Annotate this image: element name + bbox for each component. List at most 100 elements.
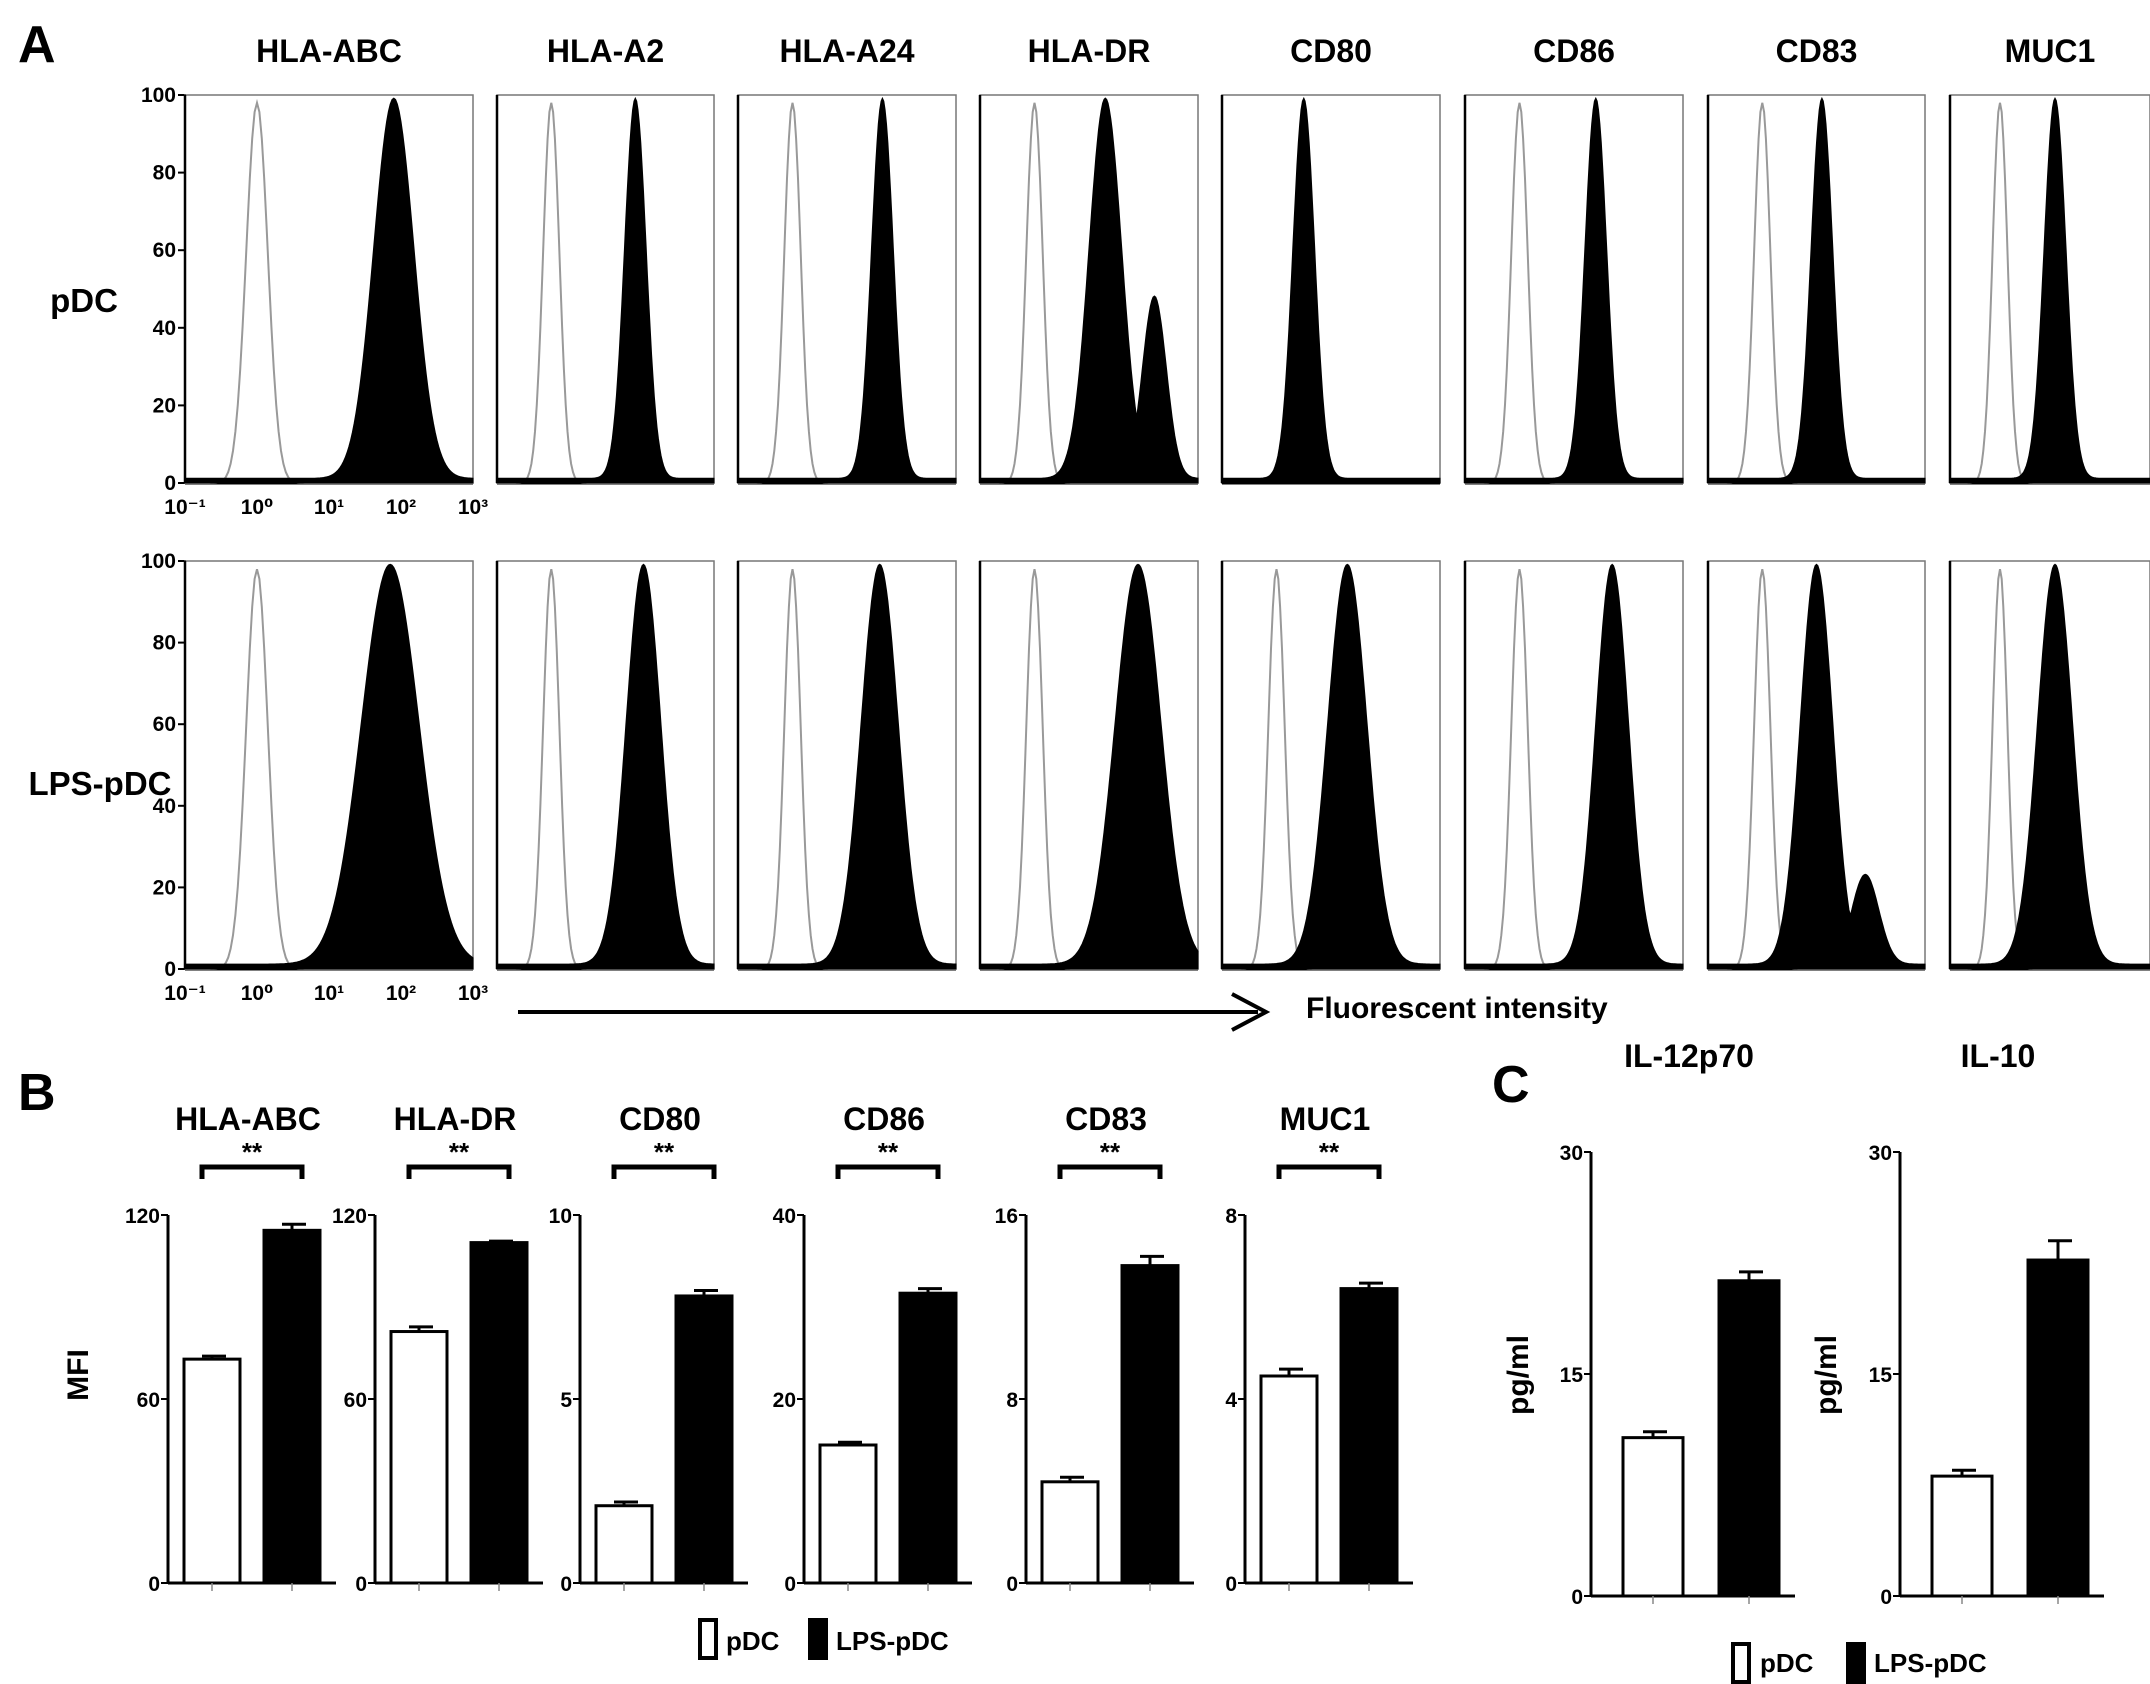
- significance-bracket-hla-dr: [406, 1164, 512, 1179]
- legend-label-lps-pdc: LPS-pDC: [836, 1626, 949, 1656]
- histogram-ytick: 0: [164, 958, 176, 981]
- bar-ytick: 0: [1880, 1586, 1892, 1609]
- row-label-pdc: pDC: [50, 282, 118, 319]
- c-y-axis-label: pg/ml: [1810, 1335, 1843, 1415]
- bar-lps-pdc-il-10: [2026, 1258, 2090, 1598]
- significance-marker-cd83: **: [1100, 1137, 1121, 1167]
- histogram-xtick: 10³: [458, 496, 488, 519]
- stained-histogram-lps-pdc-cd83: [1707, 563, 1926, 970]
- histogram-frame-lps-pdc-hla-a2: [496, 560, 715, 970]
- bar-pdc-hla-dr: [389, 1330, 449, 1585]
- bar-ytick: 10: [549, 1205, 572, 1228]
- histogram-xtick: 10²: [386, 496, 416, 519]
- bar-ytick: 0: [148, 1573, 160, 1596]
- histogram-title-cd86: CD86: [1533, 33, 1615, 69]
- histogram-xtick: 10¹: [314, 496, 344, 519]
- legend-label-lps-pdc: LPS-pDC: [1874, 1648, 1987, 1678]
- bar-pdc-il-10: [1930, 1474, 1994, 1598]
- panel-c: C IL-12p70 0 15 30 pg/ml IL-10 0 15 30 pg/ml pDC LPS…: [1492, 1038, 2104, 1684]
- histogram-xtick: 10¹: [314, 982, 344, 1005]
- histogram-frame-pdc-hla-a24: [737, 94, 957, 484]
- bar-title-cd83: CD83: [1065, 1101, 1147, 1137]
- histogram-title-hla-a2: HLA-A2: [547, 33, 664, 69]
- row-label-lps-pdc: LPS-pDC: [29, 765, 172, 802]
- bar-ytick: 0: [1006, 1573, 1018, 1596]
- bar-title-il-12p70: IL-12p70: [1624, 1038, 1754, 1074]
- bar-lps-pdc-cd86: [898, 1291, 958, 1585]
- stained-histogram-pdc-muc1: [1949, 96, 2150, 484]
- histogram-title-hla-a24: HLA-A24: [779, 33, 914, 69]
- histogram-frame-pdc-hla-a2: [496, 94, 715, 484]
- bar-ytick: 15: [1869, 1364, 1893, 1387]
- significance-marker-cd86: **: [878, 1137, 899, 1167]
- legend-label-pdc: pDC: [726, 1626, 780, 1656]
- bar-lps-pdc-hla-dr: [469, 1241, 529, 1585]
- significance-bracket-muc1: [1276, 1164, 1382, 1179]
- fluorescence-label: Fluorescent intensity: [1306, 992, 1608, 1025]
- bar-ytick: 16: [995, 1205, 1018, 1228]
- bar-pdc-muc1: [1259, 1374, 1319, 1585]
- bar-ytick: 4: [1225, 1389, 1237, 1412]
- significance-bracket-hla-abc: [199, 1164, 305, 1179]
- bar-ytick: 0: [560, 1573, 572, 1596]
- significance-marker-hla-abc: **: [242, 1137, 263, 1167]
- bar-ytick: 60: [344, 1389, 367, 1412]
- histogram-ytick: 80: [153, 632, 176, 655]
- stained-histogram-pdc-cd83: [1707, 96, 1926, 484]
- isotype-histogram-pdc-hla-a2: [497, 102, 714, 484]
- histogram-xtick: 10²: [386, 982, 416, 1005]
- panel-b: BMFIHLA-ABC060120**HLA-DR060120**CD80051…: [18, 1064, 1413, 1660]
- stained-histogram-pdc-hla-a2: [496, 96, 715, 484]
- histogram-ytick: 20: [153, 876, 176, 899]
- isotype-histogram-lps-pdc-hla-a2: [497, 569, 714, 970]
- histogram-xtick: 10⁻¹: [164, 496, 205, 519]
- stained-histogram-lps-pdc-cd86: [1464, 563, 1684, 970]
- b-y-axis-label: MFI: [62, 1349, 95, 1401]
- legend-label-pdc: pDC: [1760, 1648, 1814, 1678]
- bar-lps-pdc-muc1: [1339, 1287, 1399, 1585]
- bar-pdc-cd86: [818, 1443, 878, 1585]
- histogram-title-hla-abc: HLA-ABC: [256, 33, 402, 69]
- bar-ytick: 0: [784, 1573, 796, 1596]
- stained-histogram-lps-pdc-hla-dr: [979, 563, 1199, 970]
- c-y-axis-label: pg/ml: [1502, 1335, 1535, 1415]
- stained-histogram-lps-pdc-cd80: [1221, 563, 1441, 970]
- fluorescence-arrow-head: [1231, 992, 1271, 1032]
- bar-title-hla-dr: HLA-DR: [394, 1101, 517, 1137]
- histogram-xtick: 10⁻¹: [164, 982, 205, 1005]
- bar-ytick: 120: [125, 1205, 160, 1228]
- bar-title-cd80: CD80: [619, 1101, 701, 1137]
- bar-title-cd86: CD86: [843, 1101, 925, 1137]
- histogram-ytick: 40: [153, 317, 176, 340]
- significance-bracket-cd86: [835, 1164, 941, 1179]
- stained-histogram-lps-pdc-hla-abc: [184, 563, 474, 970]
- bar-ytick: 8: [1225, 1205, 1237, 1228]
- bar-ytick: 15: [1560, 1364, 1584, 1387]
- significance-bracket-cd80: [611, 1164, 717, 1179]
- stained-histogram-pdc-hla-a24: [737, 96, 957, 484]
- bar-lps-pdc-cd83: [1120, 1264, 1180, 1585]
- bar-lps-pdc-cd80: [674, 1294, 734, 1585]
- legend-swatch-lps-pdc: [1846, 1642, 1866, 1684]
- histogram-title-muc1: MUC1: [2005, 33, 2096, 69]
- bar-ytick: 60: [137, 1389, 160, 1412]
- significance-marker-cd80: **: [654, 1137, 675, 1167]
- stained-histogram-pdc-cd80: [1221, 96, 1441, 484]
- c-legend: pDC LPS-pDC: [1731, 1642, 1987, 1684]
- bar-pdc-cd83: [1040, 1480, 1100, 1585]
- isotype-histogram-pdc-hla-a24: [738, 102, 956, 484]
- histogram-ytick: 60: [153, 713, 176, 736]
- bar-pdc-hla-abc: [182, 1357, 242, 1585]
- stained-histogram-pdc-hla-abc: [184, 97, 474, 484]
- bar-lps-pdc-hla-abc: [262, 1228, 322, 1585]
- histogram-ytick: 100: [141, 84, 176, 107]
- isotype-histogram-lps-pdc-cd86: [1465, 569, 1683, 970]
- panel-a: A HLA-ABC HLA-A2 HLA-A24 HLA-DR CD80 CD86 CD83 M…: [18, 16, 2150, 1032]
- b-legend: pDC LPS-pDC: [698, 1618, 949, 1660]
- panel-label-b: B: [18, 1064, 56, 1122]
- bar-pdc-il-12p70: [1621, 1436, 1685, 1598]
- bar-ytick: 0: [355, 1573, 367, 1596]
- histogram-ytick: 20: [153, 394, 176, 417]
- bar-ytick: 20: [773, 1389, 796, 1412]
- stained-histogram-lps-pdc-muc1: [1949, 563, 2150, 970]
